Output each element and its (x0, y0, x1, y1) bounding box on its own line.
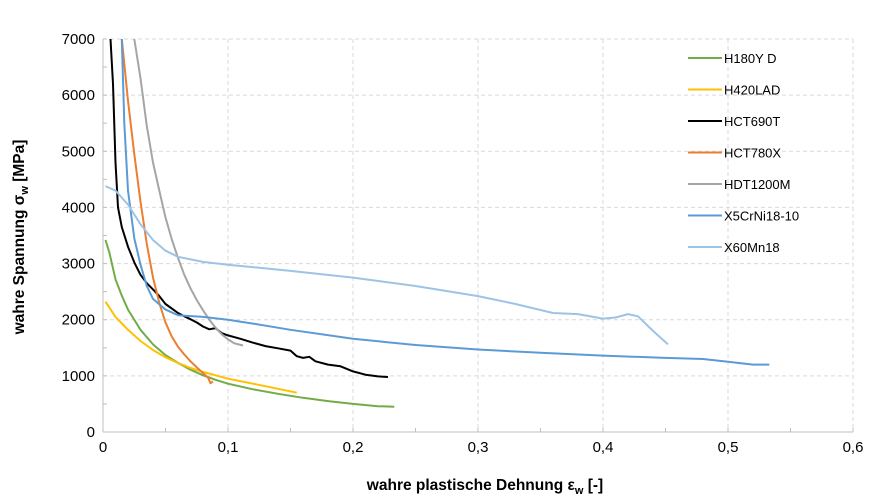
x-axis-title: wahre plastische Dehnung εw [-] (366, 477, 603, 497)
y-tick-label: 7000 (62, 31, 95, 48)
x-tick-label: 0,6 (843, 439, 864, 456)
y-axis-title: wahre Spannung σw [MPa] (11, 140, 31, 336)
y-tick-label: 4000 (62, 199, 95, 216)
y-tick-label: 2000 (62, 312, 95, 329)
grid (103, 38, 854, 432)
legend-label: HCT780X (724, 146, 781, 161)
legend-label: HCT690T (724, 114, 780, 129)
legend-label: H180Y D (724, 51, 777, 66)
series-line-hct690t (109, 39, 389, 378)
legend-label: X60Mn18 (724, 240, 780, 255)
legend-label: HDT1200M (724, 177, 790, 192)
x-tick-label: 0,1 (218, 439, 239, 456)
legend-label: H420LAD (724, 83, 780, 98)
y-tick-label: 5000 (62, 143, 95, 160)
y-tick-label: 3000 (62, 256, 95, 273)
y-tick-label: 0 (87, 424, 95, 441)
series-lines (104, 39, 770, 408)
series-line-hdt1200m (133, 39, 244, 347)
y-tick-label: 1000 (62, 368, 95, 385)
series-line-hct780x (120, 39, 214, 385)
series-line-h180y-d (104, 239, 395, 408)
series-line-x5crni18-10 (120, 39, 770, 366)
x-tick-label: 0,3 (468, 439, 489, 456)
x-tick-label: 0,5 (718, 439, 739, 456)
y-tick-label: 6000 (62, 87, 95, 104)
series-line-x60mn18 (105, 185, 669, 346)
tick-labels: 0 1000 2000 3000 4000 5000 6000 7000 0 0,1 0,2 0,3 0… (62, 31, 864, 456)
legend: H180Y D H420LAD HCT690T HCT780X HDT1200M X5Cr… (688, 51, 799, 255)
x-tick-label: 0,2 (343, 439, 364, 456)
x-tick-label: 0 (99, 439, 107, 456)
x-tick-label: 0,4 (593, 439, 614, 456)
series-line-h420lad (104, 301, 298, 394)
axes (102, 38, 854, 433)
legend-label: X5CrNi18-10 (724, 209, 799, 224)
